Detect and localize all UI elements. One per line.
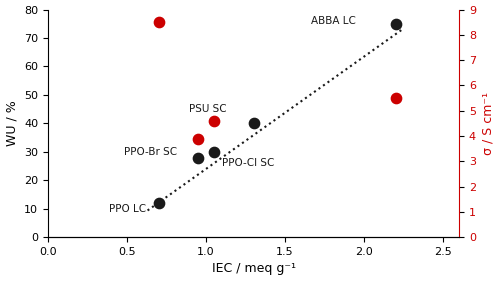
Point [392,96,400,100]
Point [392,22,400,26]
X-axis label: IEC / meq g⁻¹: IEC / meq g⁻¹ [212,262,296,275]
Point [154,201,162,205]
Point [194,155,202,160]
Y-axis label: WU / %: WU / % [6,101,18,146]
Text: PPO-Br SC: PPO-Br SC [124,147,178,157]
Text: ABBA LC: ABBA LC [312,16,356,26]
Point [194,136,202,141]
Text: PPO-Cl SC: PPO-Cl SC [222,158,274,168]
Point [210,119,218,123]
Text: PSU SC: PSU SC [189,104,226,114]
Y-axis label: σ / S cm⁻¹: σ / S cm⁻¹ [482,92,494,155]
Point [250,121,258,126]
Point [210,149,218,154]
Text: PPO LC: PPO LC [109,204,146,214]
Point [154,20,162,24]
